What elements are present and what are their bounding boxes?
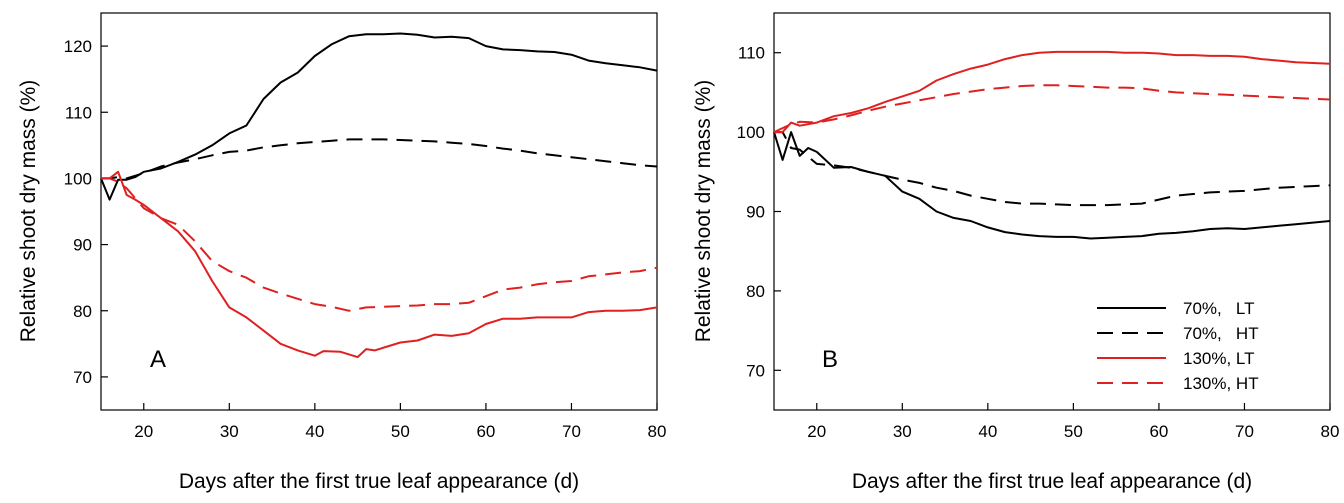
x-tick-label: 40 (978, 422, 997, 441)
x-tick-label: 60 (476, 422, 495, 441)
y-ticks-a: 70 80 90 100 110 120 (64, 37, 108, 387)
legend-label: 130%, HT (1183, 374, 1259, 393)
y-ticks-b: 70 80 90 100 110 (737, 44, 781, 380)
y-tick-label: 90 (746, 203, 765, 222)
series-line-b-4 (773, 84, 1331, 134)
y-tick-label: 100 (737, 123, 765, 142)
x-ticks-b: 20 30 40 50 60 70 80 (807, 403, 1339, 441)
series-lines-a (100, 32, 658, 359)
series-lines-b (773, 50, 1331, 240)
x-tick-label: 50 (1064, 422, 1083, 441)
x-tick-label: 20 (134, 422, 153, 441)
series-line-a-1 (100, 32, 658, 201)
series-line-b-1 (773, 131, 1331, 240)
series-line-a-2 (101, 138, 658, 180)
panel-label-a: A (150, 346, 166, 373)
legend-label: 70%, LT (1183, 299, 1255, 318)
panel-label-b: B (822, 346, 838, 373)
x-tick-label: 30 (220, 422, 239, 441)
legend-label: 130%, LT (1183, 349, 1255, 368)
series-line-b-3 (774, 50, 1331, 134)
y-tick-label: 70 (746, 361, 765, 380)
x-axis-label-b: Days after the first true leaf appearanc… (852, 470, 1252, 493)
series-line-a-4 (101, 177, 658, 312)
y-tick-label: 120 (64, 37, 92, 56)
y-tick-label: 110 (65, 103, 92, 122)
panel-a: 20 30 40 50 60 70 80 70 80 90 100 110 120 A Days af… (17, 12, 666, 493)
series-line-a-3 (101, 170, 658, 359)
x-ticks-a: 20 30 40 50 60 70 80 (134, 403, 666, 441)
panel-b: 20 30 40 50 60 70 80 70 80 90 100 110 B Days after… (692, 12, 1339, 493)
x-axis-label-a: Days after the first true leaf appearanc… (179, 470, 579, 493)
x-tick-label: 30 (893, 422, 912, 441)
x-tick-label: 50 (391, 422, 410, 441)
x-tick-label: 20 (807, 422, 826, 441)
y-tick-label: 90 (73, 236, 92, 255)
x-tick-label: 40 (305, 422, 324, 441)
y-axis-label-b: Relative shoot dry mass (%) (692, 80, 715, 343)
y-tick-label: 80 (73, 302, 92, 321)
x-tick-label: 60 (1149, 422, 1168, 441)
x-tick-label: 70 (1235, 422, 1254, 441)
y-tick-label: 70 (73, 368, 92, 387)
y-tick-label: 80 (746, 282, 765, 301)
x-tick-label: 70 (562, 422, 581, 441)
x-tick-label: 80 (648, 422, 667, 441)
plot-frame-a (100, 12, 658, 411)
x-tick-label: 80 (1321, 422, 1340, 441)
legend-label: 70%, HT (1183, 324, 1259, 343)
y-axis-label-a: Relative shoot dry mass (%) (17, 80, 40, 343)
series-line-b-2 (774, 131, 1331, 207)
legend: 70%, LT 70%, HT 130%, LT 130%, HT (1097, 299, 1259, 393)
y-tick-label: 110 (738, 44, 765, 63)
y-tick-label: 100 (64, 169, 92, 188)
